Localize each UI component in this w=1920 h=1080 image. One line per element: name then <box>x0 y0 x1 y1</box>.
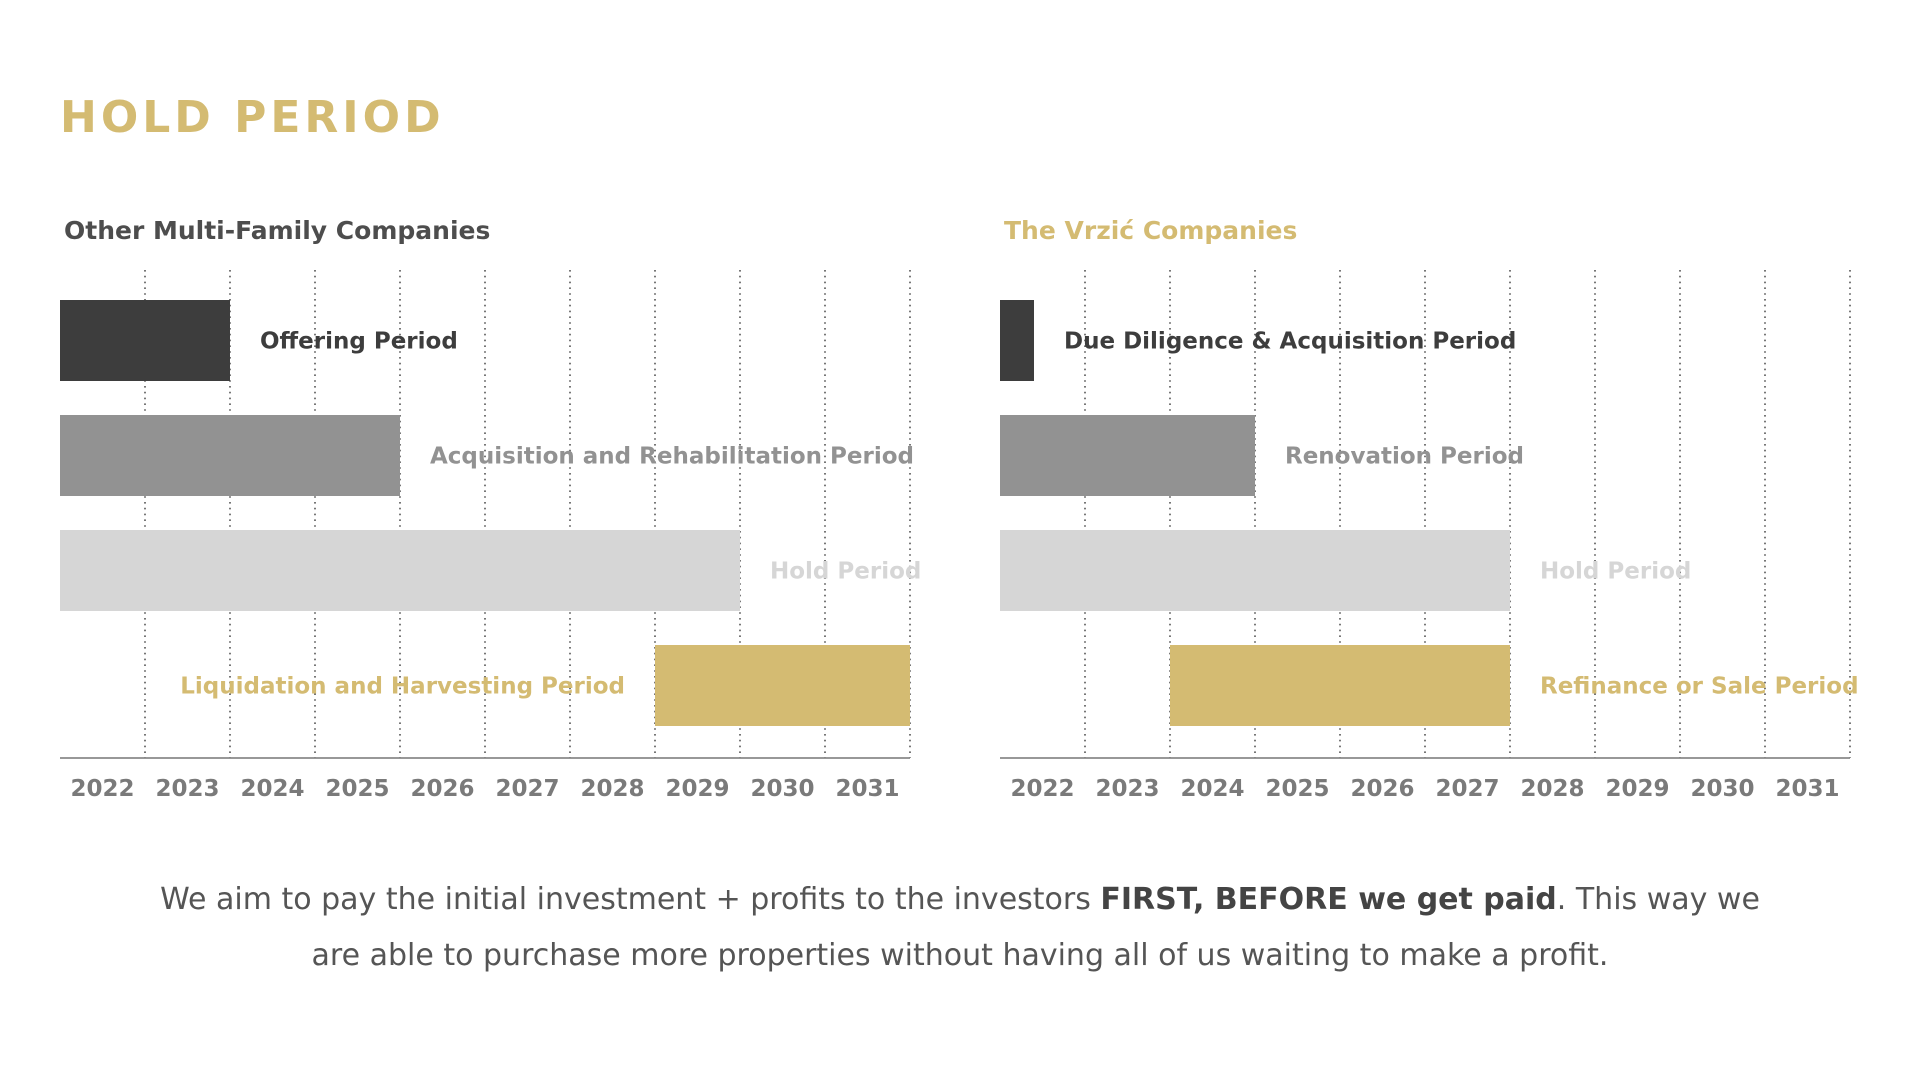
x-tick-label: 2024 <box>1180 776 1244 802</box>
footer-line1-end: . This way we <box>1556 882 1760 917</box>
x-tick-label: 2029 <box>665 776 729 802</box>
x-tick-label: 2031 <box>835 776 899 802</box>
timeline-chart: 2022 2023 2024 2025 2026 2027 2028 2029 2030 2031… <box>60 270 921 802</box>
task-bar <box>1000 530 1510 611</box>
task-bar <box>655 645 910 726</box>
task-label: Hold Period <box>770 559 921 585</box>
task-bar <box>1170 645 1510 726</box>
chart-title: The Vrzić Companies <box>1004 216 1298 245</box>
task-label: Liquidation and Harvesting Period <box>180 674 625 700</box>
timeline-chart: 2022 2023 2024 2025 2026 2027 2028 2029 2030 2031… <box>1000 270 1859 802</box>
x-tick-label: 2027 <box>495 776 559 802</box>
task-bar <box>60 300 230 381</box>
x-tick-label: 2023 <box>155 776 219 802</box>
task-bar <box>60 530 740 611</box>
chart-title: Other Multi-Family Companies <box>64 216 491 245</box>
x-tick-label: 2028 <box>580 776 644 802</box>
x-tick-label: 2022 <box>70 776 134 802</box>
task-label: Hold Period <box>1540 559 1691 585</box>
x-tick-label: 2025 <box>1265 776 1329 802</box>
task-bar <box>1000 300 1034 381</box>
task-bar <box>1000 415 1255 496</box>
x-tick-label: 2027 <box>1435 776 1499 802</box>
page-title: HOLD PERIOD <box>60 92 445 143</box>
task-label: Due Diligence & Acquisition Period <box>1064 329 1516 355</box>
footer-line2: are able to purchase more properties wit… <box>311 938 1609 973</box>
x-tick-label: 2023 <box>1095 776 1159 802</box>
x-tick-label: 2031 <box>1775 776 1839 802</box>
x-tick-label: 2026 <box>1350 776 1414 802</box>
x-tick-label: 2025 <box>325 776 389 802</box>
task-label: Acquisition and Rehabilitation Period <box>430 444 914 470</box>
footer-text: We aim to pay the initial investment + p… <box>160 872 1760 984</box>
x-tick-label: 2030 <box>750 776 814 802</box>
task-label: Offering Period <box>260 329 458 355</box>
chart-vrzic-companies: The Vrzić Companies 2022 2023 2024 2025 2026… <box>988 210 1878 830</box>
task-bar <box>60 415 400 496</box>
footer-emphasis: FIRST, BEFORE we get paid <box>1100 882 1557 917</box>
x-tick-label: 2028 <box>1520 776 1584 802</box>
x-tick-label: 2029 <box>1605 776 1669 802</box>
x-tick-label: 2022 <box>1010 776 1074 802</box>
x-tick-label: 2024 <box>240 776 304 802</box>
x-tick-label: 2026 <box>410 776 474 802</box>
task-label: Refinance or Sale Period <box>1540 674 1859 700</box>
footer-line1-start: We aim to pay the initial investment + p… <box>160 882 1101 917</box>
chart-other-companies: Other Multi-Family Companies 2022 2023 202… <box>48 210 938 830</box>
task-label: Renovation Period <box>1285 444 1524 470</box>
x-tick-label: 2030 <box>1690 776 1754 802</box>
